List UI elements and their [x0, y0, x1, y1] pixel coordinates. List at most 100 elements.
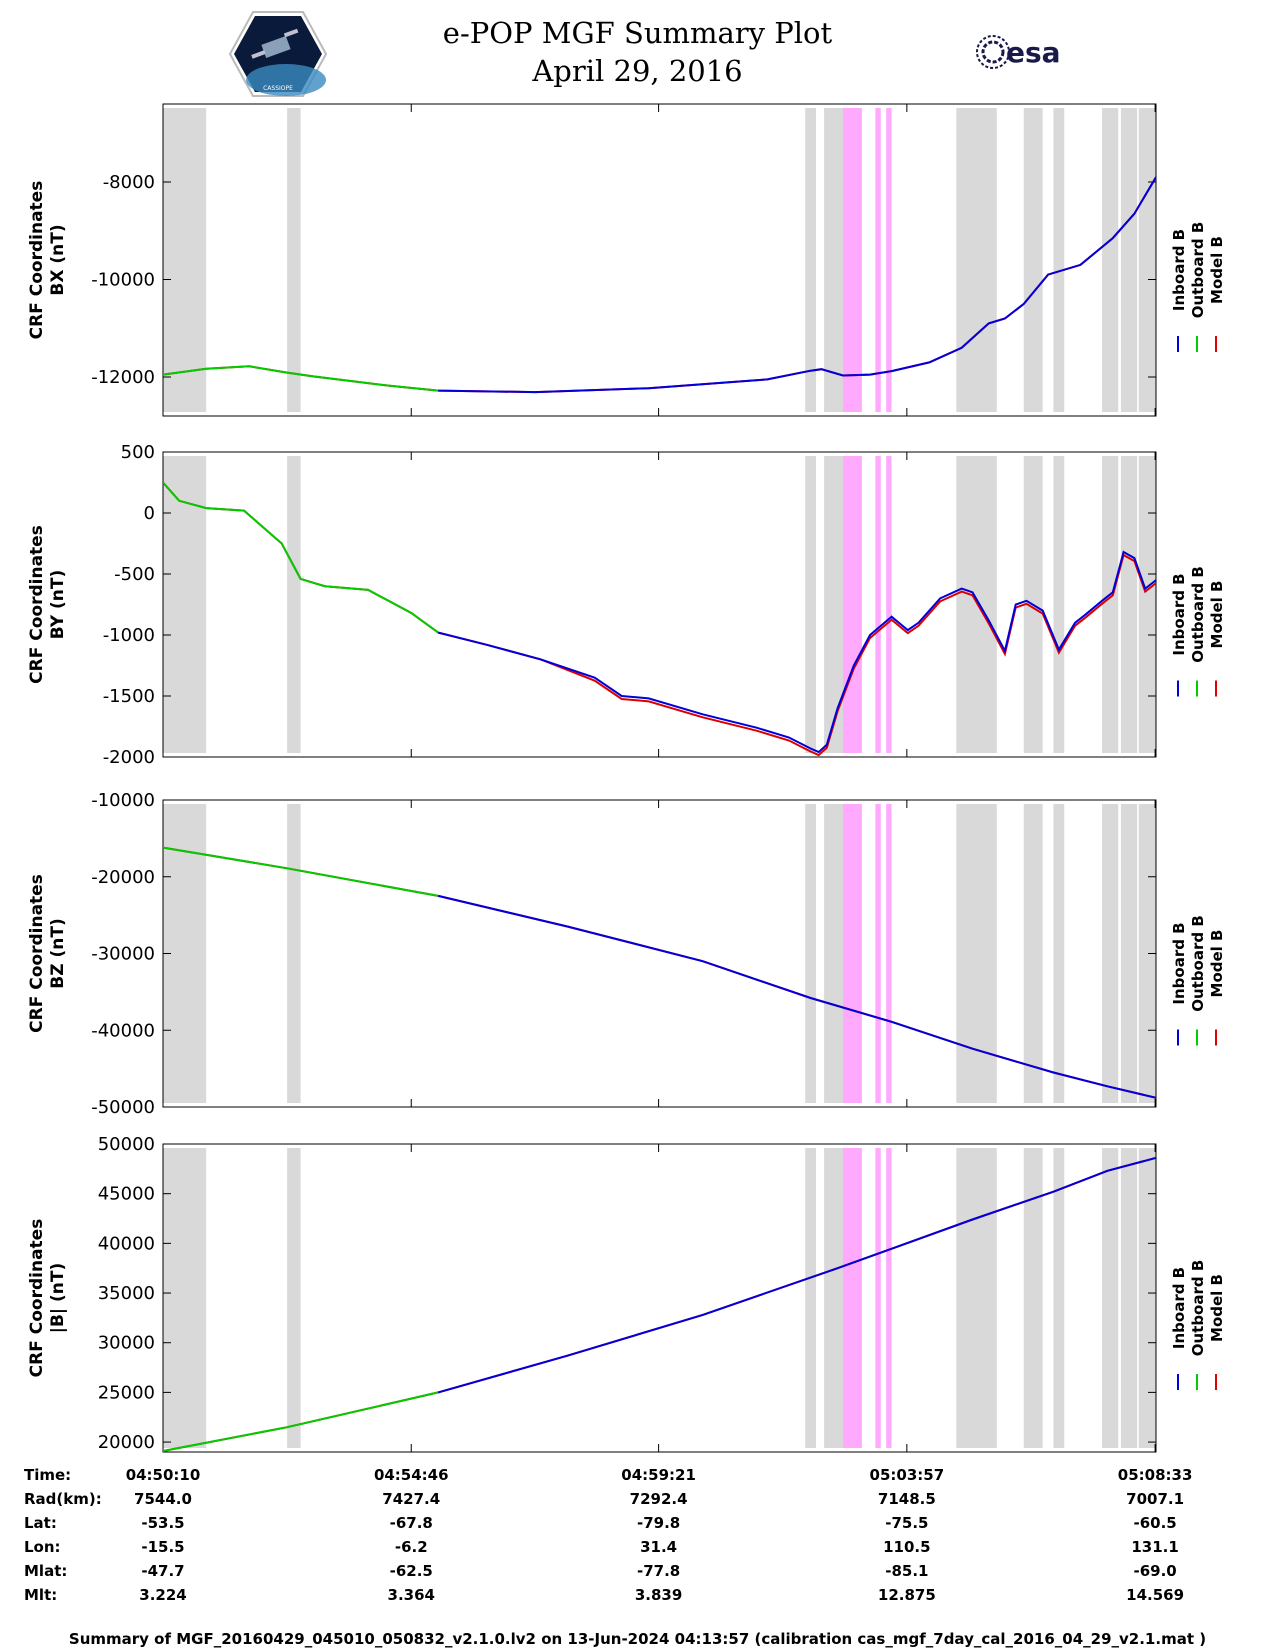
data-gap-span — [1120, 1148, 1138, 1448]
data-gap-span — [1053, 456, 1065, 753]
flag-span — [842, 456, 862, 753]
y-tick-label: 0 — [144, 503, 155, 524]
ephemeris-value: 7292.4 — [629, 1490, 688, 1508]
y-tick-label: -8000 — [103, 172, 155, 193]
legend-label: Outboard B — [1189, 222, 1207, 319]
legend-label: Outboard B — [1189, 915, 1207, 1012]
ephemeris-value: 7544.0 — [134, 1490, 192, 1508]
legend-label: Inboard B — [1170, 1267, 1188, 1349]
ephemeris-value: -77.8 — [636, 1562, 681, 1580]
y-tick-label: -10000 — [91, 790, 155, 811]
y-tick-label: -500 — [114, 564, 155, 585]
flag-span — [886, 456, 892, 753]
data-gap-span — [163, 1148, 207, 1448]
ephemeris-value: 7148.5 — [877, 1490, 936, 1508]
model-b-line — [163, 481, 1156, 757]
data-gap-span — [824, 108, 843, 412]
y-tick-label: -40000 — [91, 1020, 155, 1041]
gap-shading — [163, 456, 1156, 753]
outboard-b-line — [163, 846, 439, 897]
y-tick-label: 20000 — [98, 1432, 155, 1453]
data-gap-span — [1120, 804, 1138, 1103]
ephemeris-value: -6.2 — [394, 1538, 428, 1556]
data-gap-span — [287, 1148, 301, 1448]
data-gap-span — [824, 1148, 843, 1448]
legend: Inboard B Outboard B Model B — [1170, 915, 1226, 1046]
outboard-b-line — [163, 365, 439, 392]
ephemeris-value: 14.569 — [1126, 1586, 1185, 1604]
data-gap-span — [1023, 108, 1043, 412]
panel-bz: -50000 -40000 -30000 -20000 -10000 CRF Coordi… — [27, 790, 1226, 1118]
y-tick-label: -12000 — [91, 367, 155, 388]
ephemeris-label: Time: — [24, 1466, 72, 1484]
legend: Inboard B Outboard B Model B — [1170, 1260, 1226, 1390]
y-tick-label: 40000 — [98, 1233, 155, 1254]
inboard-b-line — [438, 176, 1156, 394]
flag-span — [875, 1148, 881, 1448]
data-gap-span — [1102, 108, 1119, 412]
ephemeris-value: 131.1 — [1131, 1538, 1179, 1556]
y-tick-label: 30000 — [98, 1333, 155, 1354]
y-axis-label: CRF CoordinatesBZ (nT) — [27, 874, 68, 1033]
y-tick-label: 500 — [121, 442, 155, 463]
ephemeris-label: Lon: — [24, 1538, 61, 1556]
ephemeris-value: 7007.1 — [1126, 1490, 1185, 1508]
flag-span — [875, 804, 881, 1103]
flag-span — [842, 804, 862, 1103]
ephemeris-value: 05:03:57 — [869, 1466, 945, 1484]
data-gap-span — [1023, 1148, 1043, 1448]
chart-area: -12000 -10000 -8000 CRF CoordinatesBX (nT) I… — [27, 103, 1226, 1453]
ephemeris-value: 04:50:10 — [125, 1466, 201, 1484]
data-gap-span — [287, 108, 301, 412]
axes-frame — [162, 103, 1157, 417]
outboard-b-line — [163, 1391, 439, 1452]
ephemeris-value: 3.839 — [634, 1586, 683, 1604]
ephemeris-value: -47.7 — [141, 1562, 185, 1580]
data-gap-span — [805, 108, 817, 412]
y-tick-label: 45000 — [98, 1184, 155, 1205]
ephemeris-value: 05:08:33 — [1117, 1466, 1193, 1484]
ephemeris-value: -53.5 — [141, 1514, 185, 1532]
data-gap-span — [163, 456, 207, 753]
flag-span — [842, 1148, 862, 1448]
data-gap-span — [956, 804, 997, 1103]
flag-span — [842, 108, 862, 412]
data-gap-span — [805, 804, 817, 1103]
series-lines — [163, 1156, 1156, 1452]
data-gap-span — [1120, 456, 1138, 753]
esa-logo: esa — [976, 35, 1061, 69]
data-gap-span — [1102, 456, 1119, 753]
data-gap-span — [956, 108, 997, 412]
flag-span — [875, 108, 881, 412]
flag-span — [886, 108, 892, 412]
ephemeris-value: 31.4 — [640, 1538, 678, 1556]
cassiope-logo: CASSIOPE — [228, 11, 328, 97]
data-gap-span — [1138, 804, 1156, 1103]
ephemeris-label: Mlat: — [24, 1562, 68, 1580]
data-gap-span — [1053, 804, 1065, 1103]
flag-span — [886, 804, 892, 1103]
axes-frame — [162, 1143, 1157, 1453]
data-gap-span — [1102, 804, 1119, 1103]
esa-logo-text: esa — [1006, 36, 1061, 69]
ephemeris-label: Mlt: — [24, 1586, 58, 1604]
ephemeris-value: -85.1 — [885, 1562, 929, 1580]
date-text: April 29, 2016 — [532, 54, 743, 88]
series-lines — [163, 176, 1156, 394]
ephemeris-value: -60.5 — [1133, 1514, 1177, 1532]
gap-shading — [163, 1148, 1156, 1448]
axes-frame — [162, 451, 1157, 758]
data-gap-span — [1138, 1148, 1156, 1448]
ephemeris-value: -62.5 — [389, 1562, 433, 1580]
data-gap-span — [287, 804, 301, 1103]
ephemeris-value: -67.8 — [389, 1514, 433, 1532]
footer-caption: Summary of MGF_20160429_045010_050832_v2… — [68, 1630, 1207, 1648]
series-lines — [163, 481, 1156, 757]
legend-label: Inboard B — [1170, 229, 1188, 311]
legend-label: Model B — [1208, 930, 1226, 998]
data-gap-span — [1023, 804, 1043, 1103]
y-axis-label: CRF CoordinatesBX (nT) — [27, 181, 68, 340]
ephemeris-value: -79.8 — [636, 1514, 681, 1532]
gap-shading — [163, 108, 1156, 412]
inboard-b-line — [437, 550, 1156, 754]
